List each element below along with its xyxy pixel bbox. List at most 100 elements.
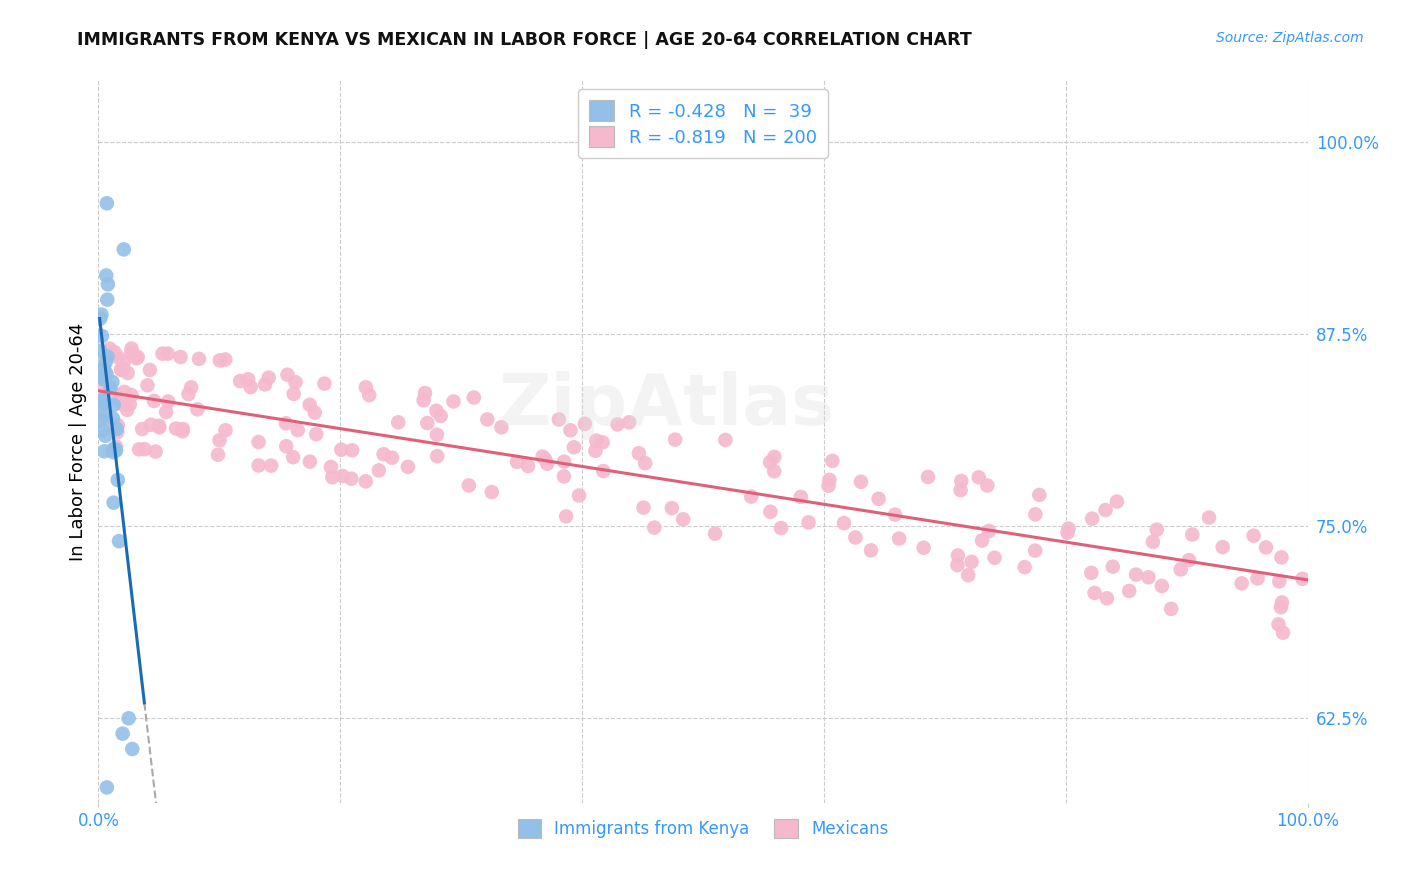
Point [172,425,194,439]
Point [592,464,614,478]
Point [91,409,114,424]
Point [274,417,297,431]
Point [105,443,128,458]
Point [704,526,727,541]
Point [143,393,166,408]
Point [1118,583,1140,598]
Point [96,196,118,211]
Point [101,442,124,457]
Point [104,440,127,454]
Point [284,376,307,390]
Point [186,402,208,417]
Point [100,417,122,432]
Point [664,433,686,447]
Point [152,346,174,360]
Point [568,488,591,502]
Point [127,350,149,364]
Point [1291,572,1313,586]
Point [118,397,141,411]
Point [1146,523,1168,537]
Point [89,370,111,384]
Point [367,463,389,477]
Point [93,396,115,410]
Point [89,311,111,326]
Point [359,388,381,402]
Point [759,505,782,519]
Point [134,442,156,457]
Point [413,386,436,401]
Point [354,380,377,394]
Legend: Immigrants from Kenya, Mexicans: Immigrants from Kenya, Mexicans [510,813,896,845]
Point [1080,566,1102,580]
Point [1267,617,1289,632]
Point [177,387,200,401]
Point [661,501,683,516]
Point [797,516,820,530]
Point [93,444,115,458]
Point [94,355,117,369]
Point [91,424,114,438]
Point [321,470,343,484]
Point [108,534,131,549]
Point [188,351,211,366]
Point [531,450,554,464]
Point [257,370,280,384]
Point [121,342,143,356]
Point [643,520,665,534]
Point [101,391,124,405]
Point [97,415,120,429]
Point [946,549,969,563]
Point [98,381,121,395]
Point [606,417,628,432]
Point [305,427,328,442]
Point [1024,543,1046,558]
Point [155,405,177,419]
Point [1230,576,1253,591]
Point [1094,503,1116,517]
Point [1024,508,1046,522]
Point [332,469,354,483]
Point [983,550,1005,565]
Point [1170,562,1192,576]
Point [457,478,479,492]
Point [633,500,655,515]
Point [967,470,990,484]
Point [298,455,321,469]
Point [1105,494,1128,508]
Point [101,411,124,425]
Point [121,388,143,402]
Point [276,439,298,453]
Point [276,368,298,382]
Point [960,555,983,569]
Point [832,516,855,530]
Point [1271,595,1294,609]
Point [1081,511,1104,525]
Point [93,372,115,386]
Point [1178,553,1201,567]
Point [381,450,404,465]
Point [817,479,839,493]
Point [298,398,321,412]
Point [884,508,907,522]
Point [373,447,395,461]
Point [536,457,558,471]
Point [107,350,129,364]
Point [103,345,125,359]
Point [970,533,993,548]
Point [105,422,128,436]
Point [1083,586,1105,600]
Point [120,346,142,360]
Point [887,532,910,546]
Point [387,415,409,429]
Point [236,372,259,386]
Point [208,353,231,368]
Point [91,362,114,376]
Point [139,363,162,377]
Point [555,509,578,524]
Point [1268,574,1291,589]
Point [1160,602,1182,616]
Point [429,409,451,423]
Point [105,425,128,439]
Point [101,375,124,389]
Point [1142,534,1164,549]
